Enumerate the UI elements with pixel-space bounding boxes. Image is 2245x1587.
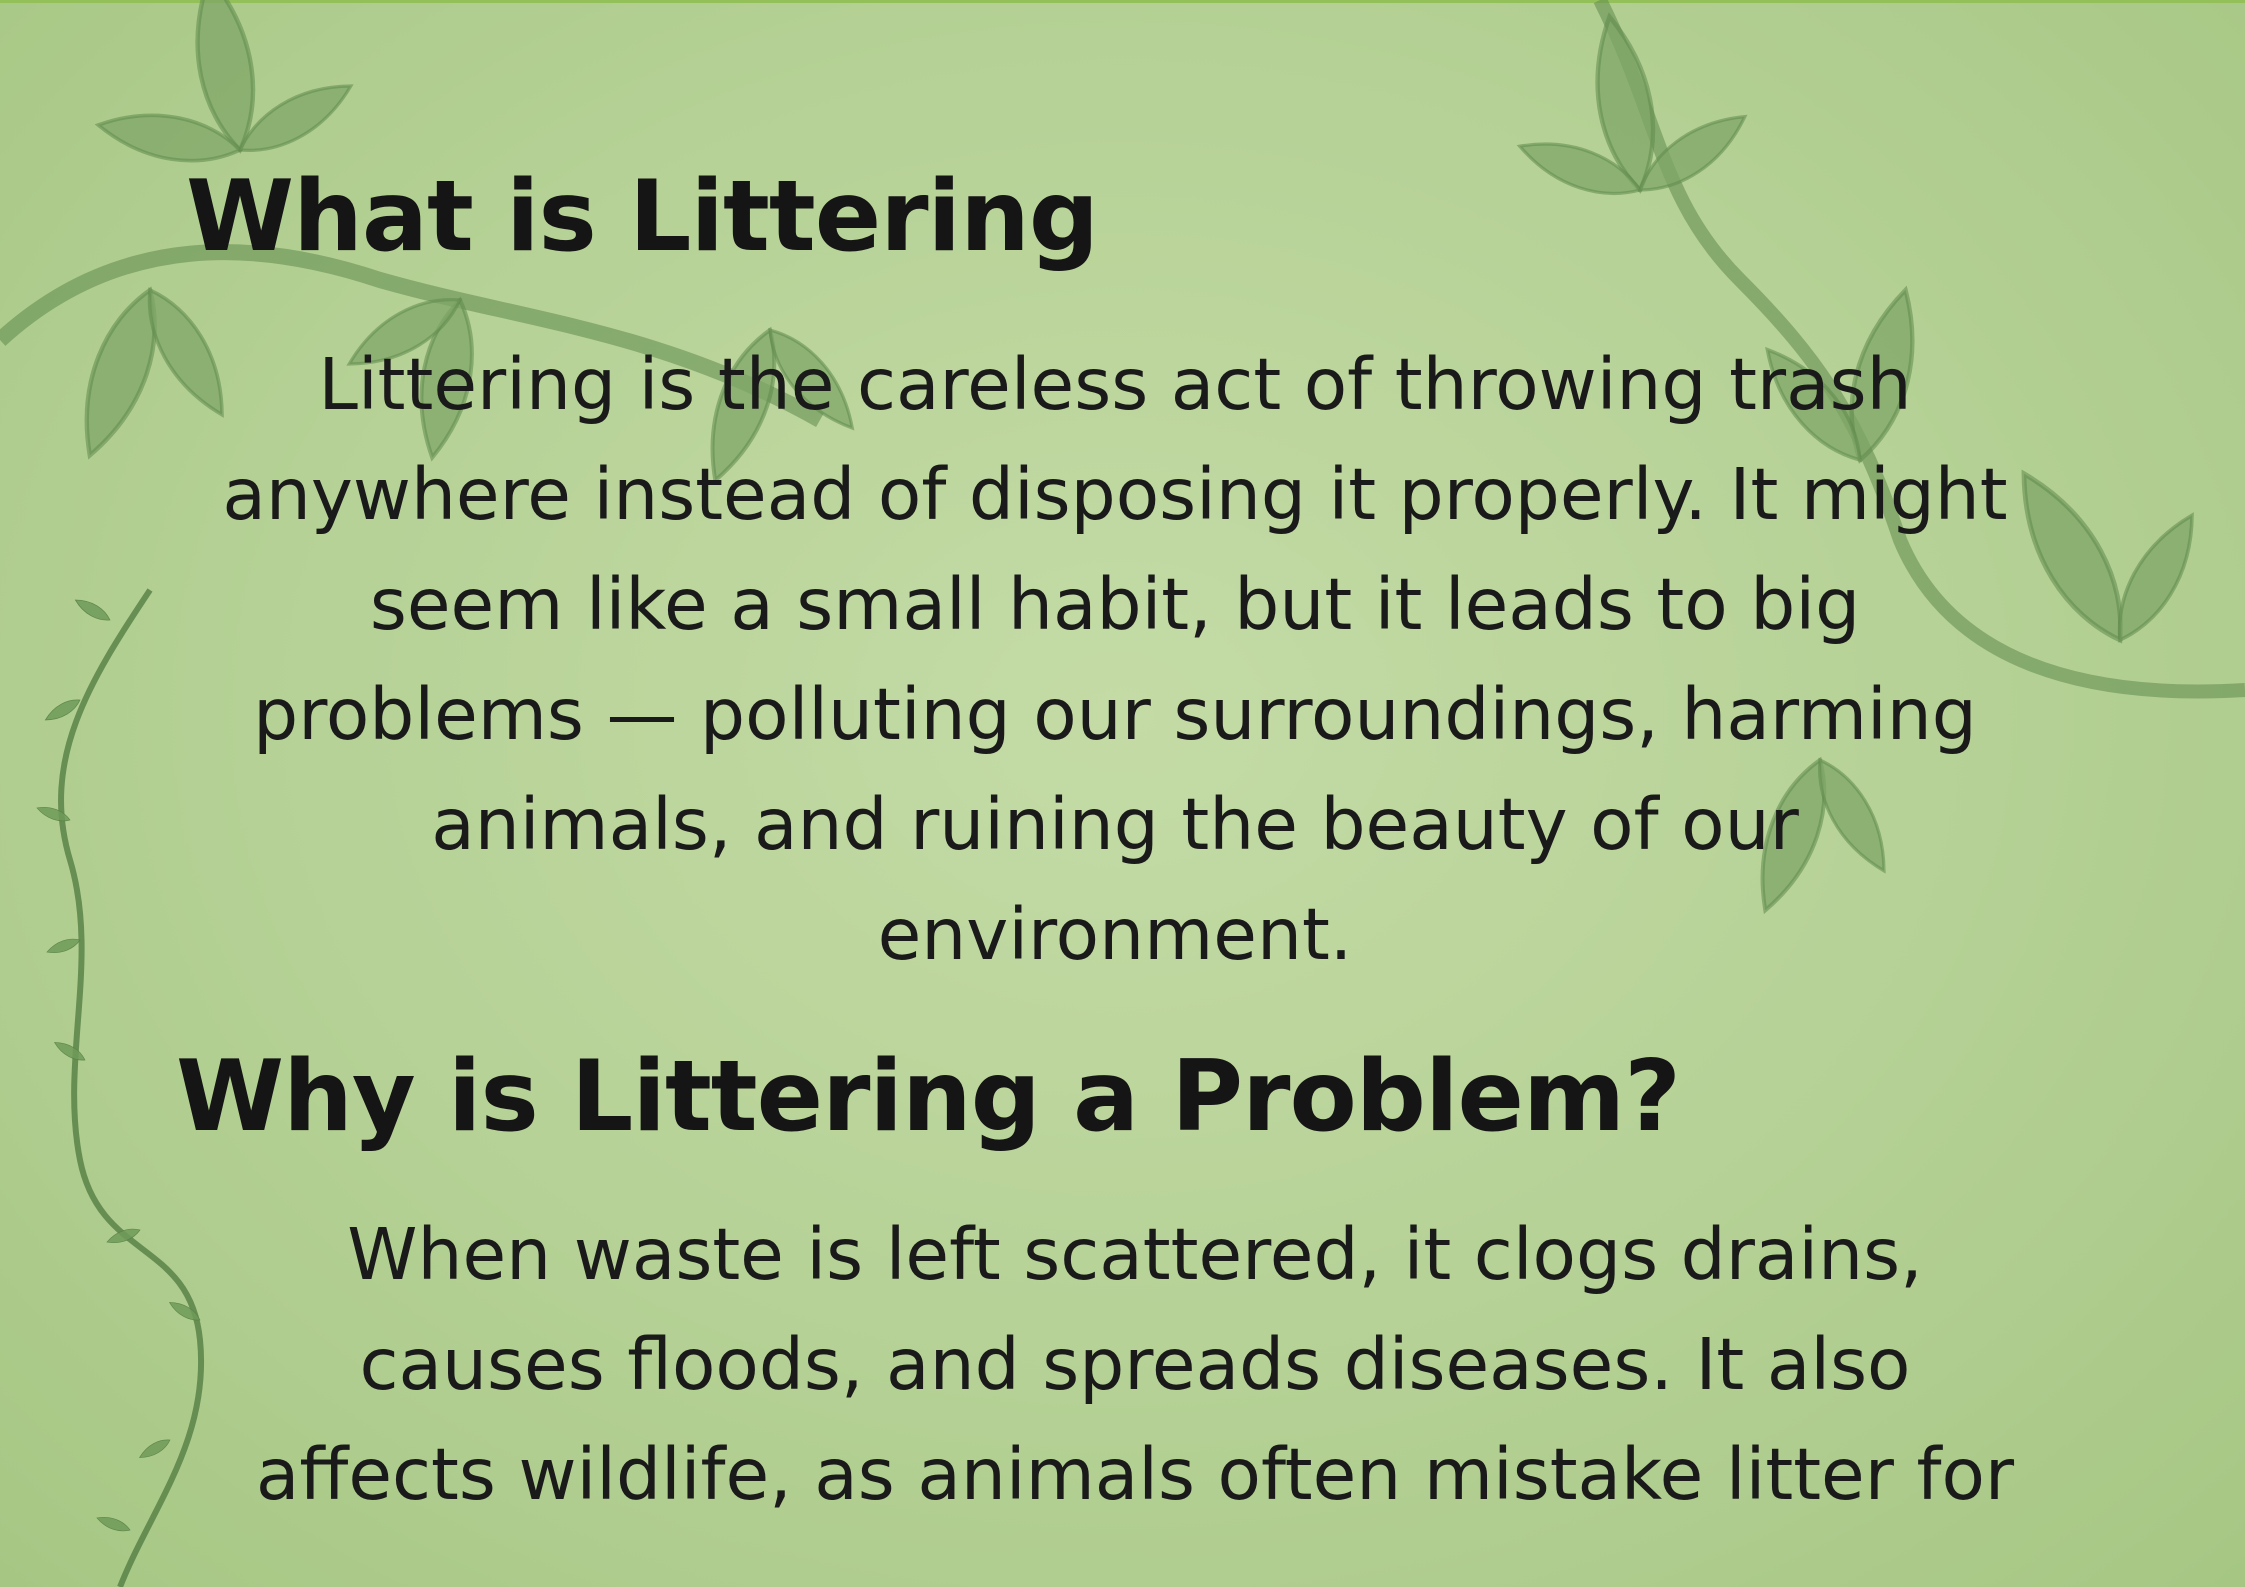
paragraph-line: When waste is left scattered, it clogs d… bbox=[347, 1213, 1923, 1296]
paragraph-line: environment. bbox=[877, 893, 1353, 976]
paragraph-line: animals, and ruining the beauty of our bbox=[431, 783, 1799, 866]
paragraph-line: affects wildlife, as animals often mista… bbox=[255, 1433, 2015, 1516]
paragraph-line: Littering is the careless act of throwin… bbox=[318, 343, 1912, 426]
paragraph-line: causes floods, and spreads diseases. It … bbox=[359, 1323, 1911, 1406]
paragraph-why-is-littering-a-problem: When waste is left scattered, it clogs d… bbox=[150, 1200, 2120, 1530]
paragraph-line: problems — polluting our surroundings, h… bbox=[253, 673, 1977, 756]
paragraph-what-is-littering: Littering is the careless act of throwin… bbox=[130, 330, 2100, 990]
top-border bbox=[0, 0, 2245, 3]
paragraph-line: anywhere instead of disposing it properl… bbox=[222, 453, 2008, 536]
paragraph-line: seem like a small habit, but it leads to… bbox=[369, 563, 1861, 646]
heading-what-is-littering: What is Littering bbox=[186, 160, 1099, 274]
heading-why-is-littering-a-problem: Why is Littering a Problem? bbox=[176, 1040, 1681, 1154]
